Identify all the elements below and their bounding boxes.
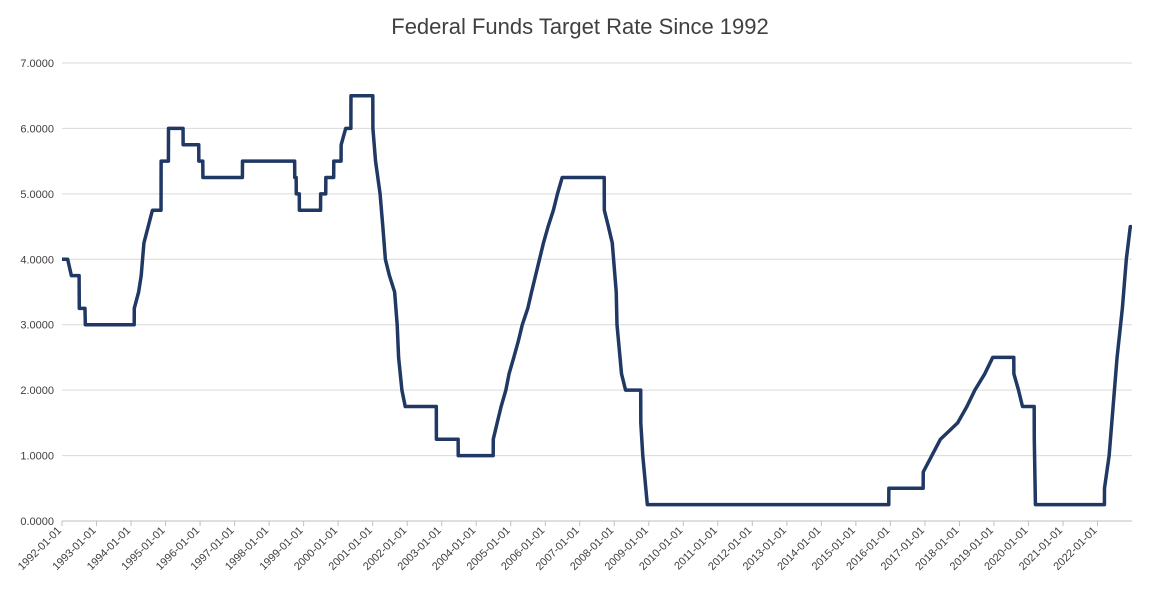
y-axis-tick-labels: 0.0000 1.0000 2.0000 3.0000 4.0000 5.0000 6.00… (20, 58, 54, 528)
y-tick-label: 4.0000 (20, 254, 54, 266)
y-tick-label: 0.0000 (20, 516, 54, 528)
y-tick-label: 3.0000 (20, 320, 54, 332)
x-axis-tick-marks (61, 521, 1099, 526)
chart-title: Federal Funds Target Rate Since 1992 (391, 14, 769, 39)
series-group (62, 93, 1133, 507)
x-axis-tick-labels: 1992-01-011993-01-011994-01-011995-01-01… (16, 525, 1100, 573)
gridlines (62, 62, 1132, 457)
y-tick-label: 1.0000 (20, 451, 54, 463)
series-line (62, 93, 1133, 507)
y-tick-label: 2.0000 (20, 385, 54, 397)
y-tick-label: 6.0000 (20, 123, 54, 135)
y-tick-label: 7.0000 (20, 58, 54, 70)
y-tick-label: 5.0000 (20, 189, 54, 201)
